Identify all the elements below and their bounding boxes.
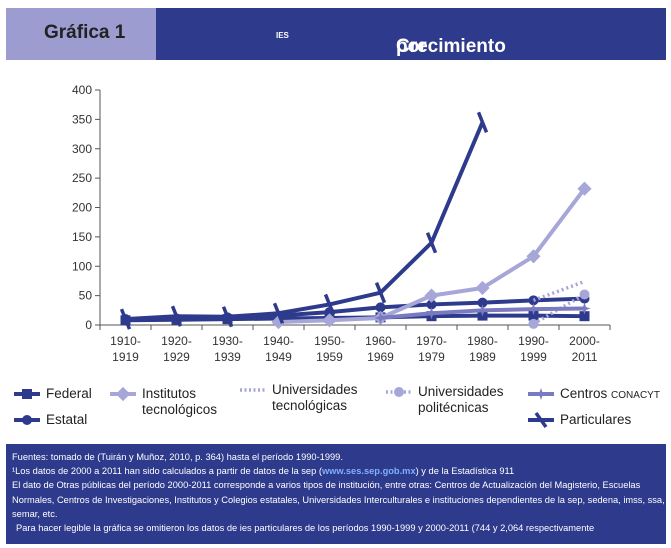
y-tick-label: 0 xyxy=(85,318,92,332)
x-tick-label: 1980- xyxy=(467,334,498,348)
data-point xyxy=(528,318,539,329)
footnote-source: Fuentes: tomado de (Tuirán y Muñoz, 2010… xyxy=(12,452,343,462)
data-point xyxy=(579,289,590,300)
data-point xyxy=(170,305,183,327)
figure-label: Gráfica 1 xyxy=(44,22,126,43)
footnote-other-public-1: El dato de Otras públicas del período 20… xyxy=(12,480,641,491)
x-tick-label: 1929 xyxy=(163,350,190,364)
x-tick-label: 1940- xyxy=(263,334,294,348)
legend-label: Estatal xyxy=(46,412,88,427)
chart-title: Crecimiento de ies por década xyxy=(276,22,506,79)
data-point xyxy=(475,280,490,296)
x-tick-label: 1979 xyxy=(418,350,445,364)
title-prefix: Crecimiento de xyxy=(396,36,506,79)
title-ies: ies xyxy=(276,27,289,41)
x-tick-label: 1989 xyxy=(469,350,496,364)
figure-label-box: Gráfica 1 xyxy=(6,8,156,60)
data-point xyxy=(374,311,387,324)
x-tick-label: 1910- xyxy=(110,334,141,348)
footnote-other-public-3: semar, etc. xyxy=(12,508,58,519)
legend-label: Particulares xyxy=(560,412,632,427)
star-marker-icon xyxy=(528,388,554,400)
y-tick-label: 150 xyxy=(72,230,92,244)
x-tick-label: 1919 xyxy=(112,350,139,364)
y-tick-label: 300 xyxy=(72,142,92,156)
dotted-circle-icon xyxy=(386,387,412,397)
data-point xyxy=(476,304,489,317)
x-tick-label: 1990- xyxy=(518,334,549,348)
line-chart: 0 50 100 150 200 250 300 350 400 1910- 1919 1920- 19… xyxy=(72,83,611,364)
legend: Federal Institutos tecnológicos Universi… xyxy=(0,378,671,440)
x-tick-label: 1960- xyxy=(365,334,396,348)
data-point xyxy=(425,307,438,320)
legend-label: Universidades tecnológicas xyxy=(272,382,358,413)
data-point xyxy=(221,306,234,328)
title-bar: Crecimiento de ies por década xyxy=(156,8,666,79)
legend-label: Federal xyxy=(46,386,92,401)
data-point xyxy=(424,288,439,303)
legend-label: Centros CONACYT xyxy=(560,386,660,401)
x-tick-label: 1939 xyxy=(214,350,241,364)
sep-link[interactable]: www.ses.sep.gob.mx xyxy=(321,466,416,477)
data-point xyxy=(528,295,539,306)
federal-marker-icon xyxy=(14,389,40,399)
data-point xyxy=(119,308,132,330)
y-tick-label: 100 xyxy=(72,259,92,273)
data-point xyxy=(375,302,386,313)
data-point xyxy=(476,111,489,133)
legend-label: Institutos tecnológicos xyxy=(142,386,218,417)
x-tick-label: 1970- xyxy=(416,334,447,348)
institutos-marker-icon xyxy=(110,386,136,402)
data-point xyxy=(477,297,488,308)
dotted-line-icon xyxy=(240,388,266,392)
footnote-other-public-2: Normales, Centros de Investigaciones, In… xyxy=(12,494,665,505)
series-line xyxy=(532,279,586,302)
x-tick-label: 1950- xyxy=(314,334,345,348)
footnote-1: ¹Los datos de 2000 a 2011 han sido calcu… xyxy=(12,466,515,477)
x-tick-label: 1969 xyxy=(367,350,394,364)
title-suffix: por década xyxy=(396,36,462,79)
legend-label: Universidades politécnicas xyxy=(418,384,504,415)
data-point xyxy=(528,310,539,321)
x-tick-label: 2000- xyxy=(569,334,600,348)
x-tick-label: 1999 xyxy=(520,350,547,364)
slash-marker-icon xyxy=(528,412,554,428)
data-point xyxy=(526,249,541,264)
x-tick-label: 1920- xyxy=(161,334,192,348)
data-point xyxy=(577,181,592,196)
footnotes: Fuentes: tomado de (Tuirán y Muñoz, 2010… xyxy=(6,444,666,544)
data-point xyxy=(578,302,591,315)
y-tick-label: 200 xyxy=(72,201,92,215)
y-tick-label: 250 xyxy=(72,171,92,185)
estatal-marker-icon xyxy=(14,415,40,425)
x-tick-label: 2011 xyxy=(572,350,598,364)
x-tick-label: 1959 xyxy=(316,350,343,364)
data-point xyxy=(272,302,285,324)
x-tick-label: 1949 xyxy=(265,350,292,364)
data-point xyxy=(579,311,590,322)
y-tick-label: 50 xyxy=(79,289,93,303)
footnote-omission: Para hacer legible la gráfica se omitier… xyxy=(16,523,595,534)
y-tick-label: 350 xyxy=(72,112,92,126)
data-point xyxy=(374,282,387,304)
y-tick-label: 400 xyxy=(72,83,92,97)
data-point xyxy=(426,299,437,310)
data-point xyxy=(425,232,438,254)
data-point xyxy=(527,303,540,316)
series-line xyxy=(125,121,485,322)
data-point xyxy=(323,293,336,316)
x-tick-label: 1930- xyxy=(212,334,243,348)
